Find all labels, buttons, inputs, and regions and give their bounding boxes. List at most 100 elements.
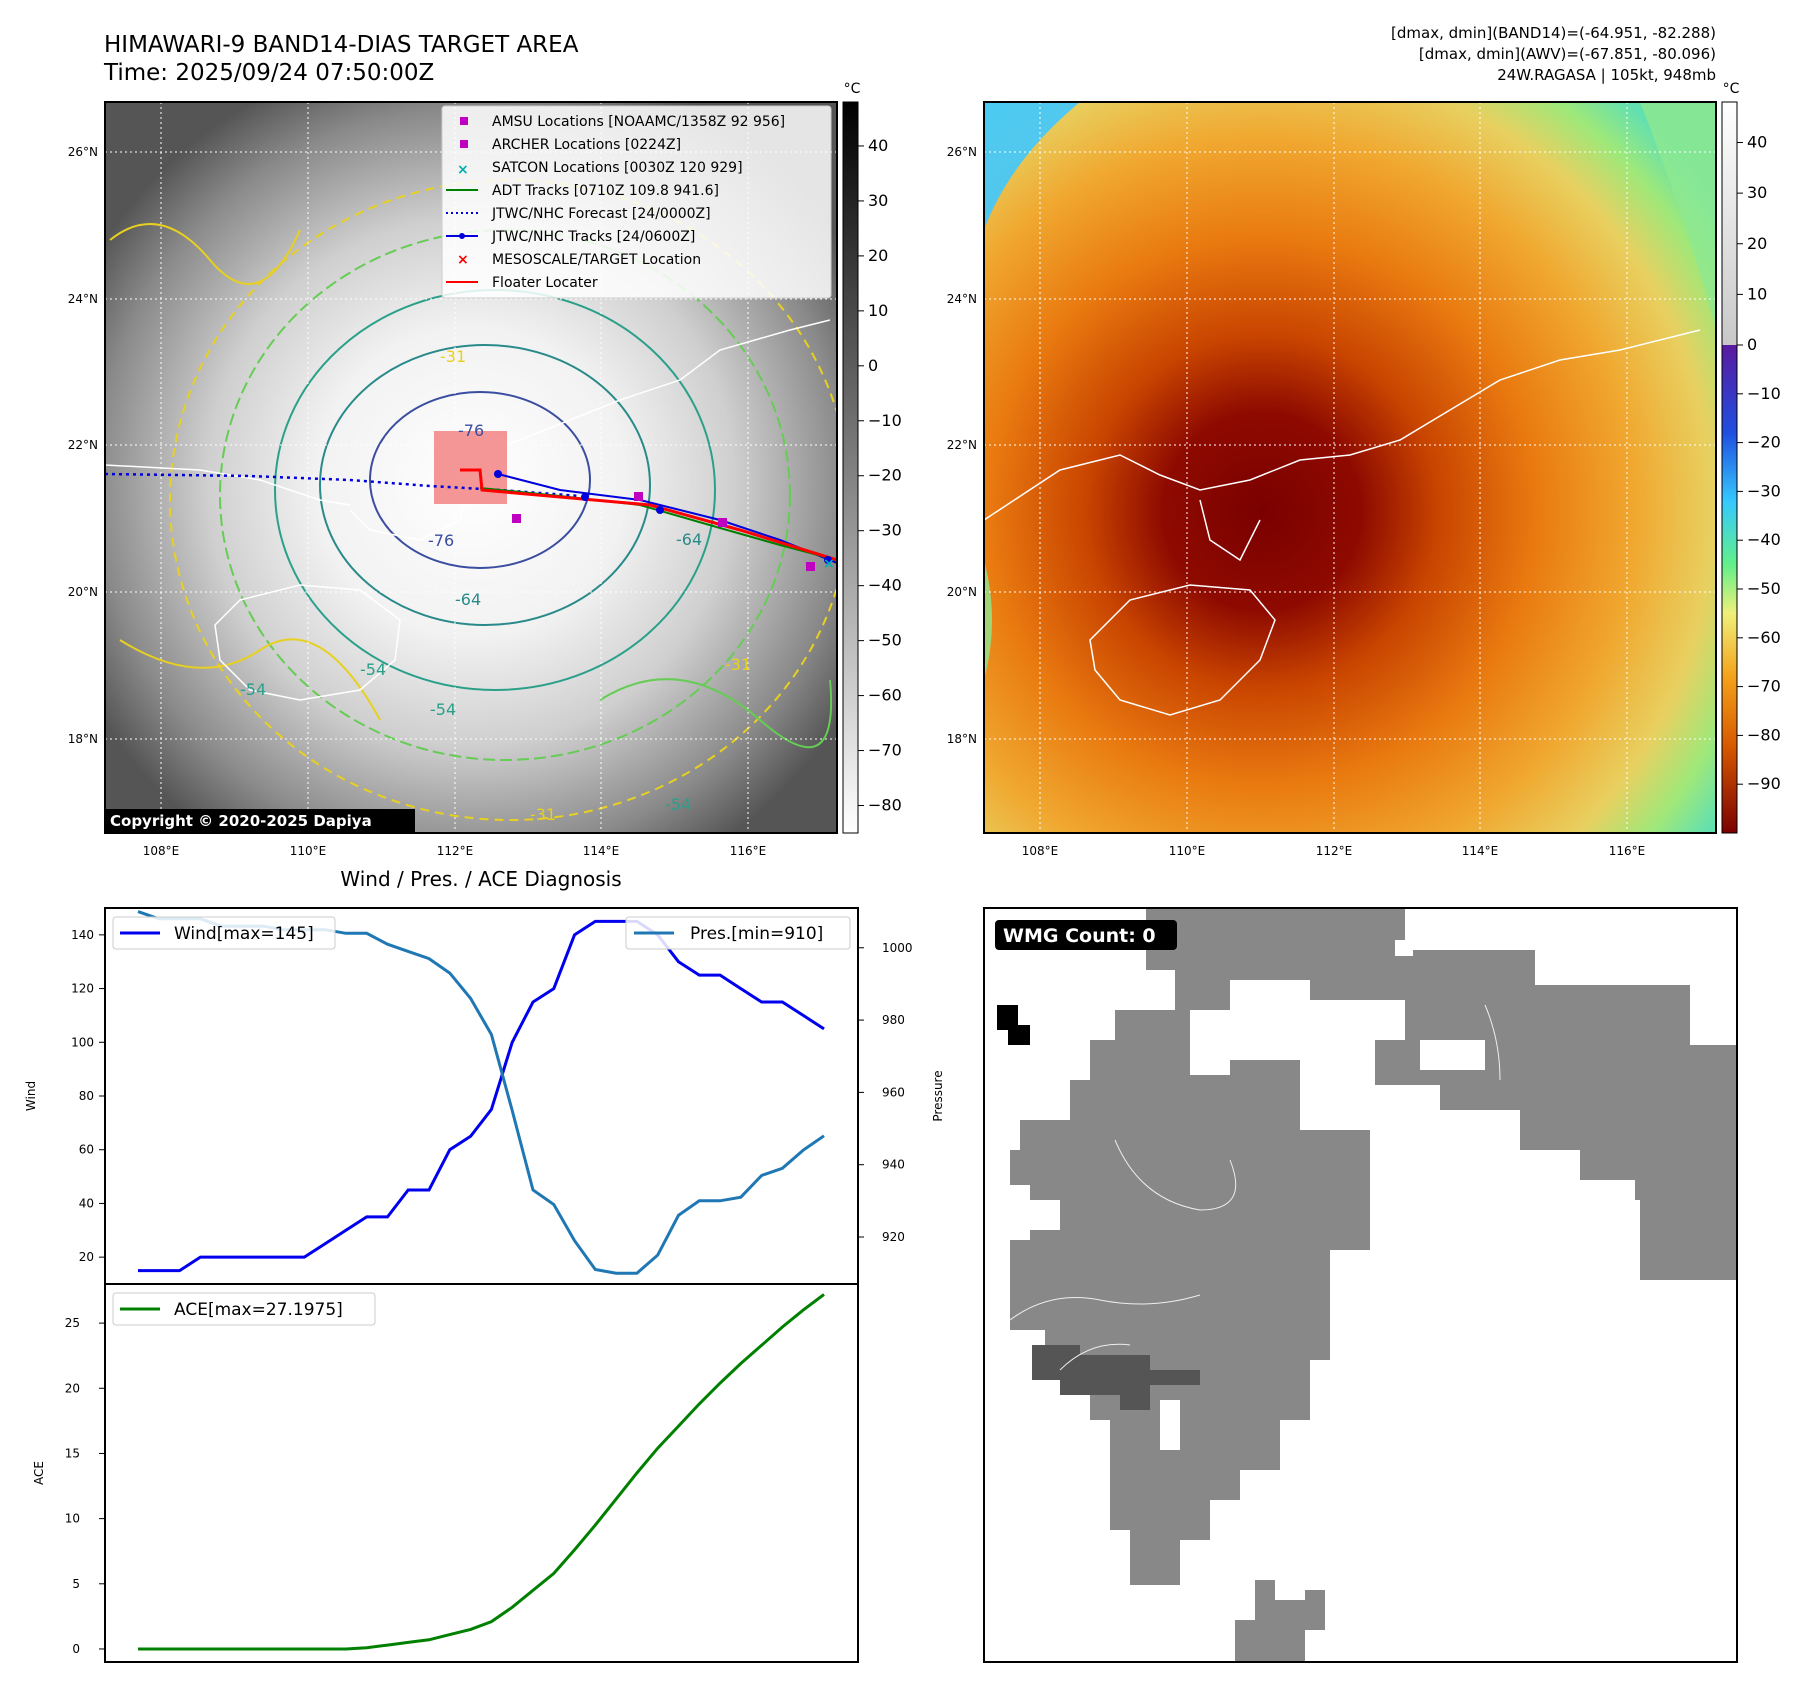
legend-label: JTWC/NHC Forecast [24/0000Z] bbox=[491, 206, 711, 222]
wmg-count-badge bbox=[995, 920, 1177, 950]
awv-colorbar-tick-label: −50 bbox=[1747, 579, 1781, 598]
wind-tick-label: 80 bbox=[79, 1089, 94, 1103]
wmg-dark-regions bbox=[1032, 1345, 1200, 1410]
pressure-tick-label: 980 bbox=[882, 1013, 905, 1027]
pressure-tick-label: 940 bbox=[882, 1158, 905, 1172]
awv-colorbar-tick-label: −70 bbox=[1747, 677, 1781, 696]
ir-colorbar-tick-label: −50 bbox=[868, 631, 902, 650]
legend-archer-icon bbox=[460, 140, 468, 148]
legend-label: AMSU Locations [NOAAMC/1358Z 92 956] bbox=[492, 114, 785, 130]
legend-label: ARCHER Locations [0224Z] bbox=[492, 137, 681, 153]
svg-text:-54: -54 bbox=[360, 660, 386, 679]
awv-colorbar-tick-label: −90 bbox=[1747, 774, 1781, 793]
legend-label: MESOSCALE/TARGET Location bbox=[492, 252, 701, 268]
svg-text:22°N: 22°N bbox=[947, 438, 977, 452]
wmg-holes bbox=[1020, 940, 1485, 1450]
legend-label: JTWC/NHC Tracks [24/0600Z] bbox=[491, 229, 695, 245]
ir-colorbar-tick-label: 10 bbox=[868, 301, 888, 320]
svg-text:108°E: 108°E bbox=[143, 844, 180, 858]
wind-legend: Wind[max=145] bbox=[112, 916, 336, 950]
awv-colorbar-top bbox=[1722, 102, 1737, 345]
ace-tick-label: 15 bbox=[65, 1446, 80, 1460]
awv-coastline bbox=[984, 329, 1701, 716]
ir-lat-ticks: 26°N 24°N 22°N 20°N 18°N bbox=[68, 145, 98, 746]
wmg-frame bbox=[983, 907, 1738, 1663]
awv-colorbar-tick-label: −20 bbox=[1747, 433, 1781, 452]
svg-text:-54: -54 bbox=[665, 795, 691, 814]
ir-storm-tracks: × bbox=[105, 431, 837, 572]
legend-target-icon: × bbox=[457, 252, 469, 268]
amsu-marker bbox=[512, 514, 521, 523]
awv-colorbar-unit: °C bbox=[1723, 81, 1740, 97]
wind-tick-label: 100 bbox=[71, 1035, 94, 1049]
awv-colorbar-tick-label: 0 bbox=[1747, 335, 1757, 354]
ace-tick-label: 10 bbox=[65, 1512, 80, 1526]
ace-axis-ticks: 0 5 10 15 20 25 bbox=[65, 1316, 105, 1656]
pressure-tick-label: 1000 bbox=[882, 941, 913, 955]
ir-map-frame bbox=[104, 101, 838, 834]
svg-text:22°N: 22°N bbox=[68, 438, 98, 452]
awv-colorbar-tick-label: −60 bbox=[1747, 628, 1781, 647]
wind-pres-axes bbox=[104, 907, 859, 1285]
archer-marker bbox=[634, 492, 643, 501]
legend-label: Floater Locater bbox=[492, 275, 598, 291]
ir-colorbar-tick-label: −80 bbox=[868, 796, 902, 815]
svg-text:-76: -76 bbox=[428, 531, 454, 550]
copyright-text: Copyright © 2020-2025 Dapiya bbox=[110, 812, 372, 830]
wmg-count-label: WMG Count: 0 bbox=[1003, 925, 1156, 947]
svg-text:26°N: 26°N bbox=[68, 145, 98, 159]
ir-colorbar bbox=[842, 101, 859, 834]
svg-text:24°N: 24°N bbox=[947, 292, 977, 306]
awv-colorbar-tick-label: 40 bbox=[1747, 133, 1767, 152]
copyright-box bbox=[105, 809, 415, 833]
svg-text:24°N: 24°N bbox=[68, 292, 98, 306]
wind-legend-label: Wind[max=145] bbox=[174, 924, 314, 944]
wmg-coastline bbox=[1009, 1004, 1501, 1371]
ir-legend: × × AMSU Locations [NOAAMC/1358Z 92 956]… bbox=[441, 105, 832, 299]
legend-label: ADT Tracks [0710Z 109.8 941.6] bbox=[492, 183, 719, 199]
info-storm: 24W.RAGASA | 105kt, 948mb bbox=[1497, 66, 1716, 84]
info-band14: [dmax, dmin](BAND14)=(-64.951, -82.288) bbox=[1391, 24, 1716, 42]
ir-colorbar-tick-label: −70 bbox=[868, 741, 902, 760]
wind-tick-label: 140 bbox=[71, 928, 94, 942]
pressure-axis-ticks: 920 940 960 980 1000 bbox=[858, 941, 913, 1244]
wind-axis-ticks: 20 40 60 80 100 120 140 bbox=[71, 928, 105, 1264]
awv-colorbar-ticks: 40 30 20 10 0 −10 −20 −30 −40 −50 −60 −70 −80 −90 bbox=[1737, 133, 1781, 793]
target-box bbox=[434, 431, 507, 504]
ace-legend: ACE[max=27.1975] bbox=[112, 1292, 376, 1326]
ir-colorbar-tick-label: −20 bbox=[868, 466, 902, 485]
awv-lat-ticks: 26°N 24°N 22°N 20°N 18°N bbox=[947, 145, 977, 746]
ir-colorbar-tick-label: 20 bbox=[868, 246, 888, 265]
svg-text:-31: -31 bbox=[440, 347, 466, 366]
svg-text:-64: -64 bbox=[455, 590, 481, 609]
svg-text:114°E: 114°E bbox=[583, 844, 620, 858]
ir-map-panel: × -76 -76 -64 -64 -54 -54 -54 -54 -31 -3… bbox=[68, 81, 902, 858]
info-awv: [dmax, dmin](AWV)=(-67.851, -80.096) bbox=[1419, 45, 1716, 63]
ir-colorbar-tick-label: −40 bbox=[868, 576, 902, 595]
svg-text:116°E: 116°E bbox=[1609, 844, 1646, 858]
ace-legend-label: ACE[max=27.1975] bbox=[174, 1300, 343, 1320]
svg-text:-54: -54 bbox=[240, 680, 266, 699]
svg-text:20°N: 20°N bbox=[947, 585, 977, 599]
awv-colorbar-tick-label: −80 bbox=[1747, 725, 1781, 744]
ace-axis-label: ACE bbox=[32, 1461, 46, 1485]
awv-colorbar-bottom bbox=[1722, 345, 1737, 833]
awv-colorbar-tick-label: −30 bbox=[1747, 481, 1781, 500]
wmg-panel: WMG Count: 0 bbox=[983, 907, 1738, 1663]
svg-text:108°E: 108°E bbox=[1022, 844, 1059, 858]
svg-text:116°E: 116°E bbox=[730, 844, 767, 858]
wind-tick-label: 60 bbox=[79, 1143, 94, 1157]
svg-text:-31: -31 bbox=[725, 655, 751, 674]
awv-colorbar-tick-label: −10 bbox=[1747, 384, 1781, 403]
svg-text:20°N: 20°N bbox=[68, 585, 98, 599]
svg-text:-76: -76 bbox=[458, 421, 484, 440]
svg-text:18°N: 18°N bbox=[68, 732, 98, 746]
pressure-legend: Pres.[min=910] bbox=[625, 916, 851, 950]
svg-text:114°E: 114°E bbox=[1462, 844, 1499, 858]
svg-text:26°N: 26°N bbox=[947, 145, 977, 159]
figure-title: HIMAWARI-9 BAND14-DIAS TARGET AREA bbox=[104, 32, 579, 58]
diagnosis-panel: Wind / Pres. / ACE Diagnosis 20406080100… bbox=[24, 867, 945, 1663]
wind-tick-label: 40 bbox=[79, 1196, 94, 1210]
awv-colorbar-tick-label: 30 bbox=[1747, 183, 1767, 202]
